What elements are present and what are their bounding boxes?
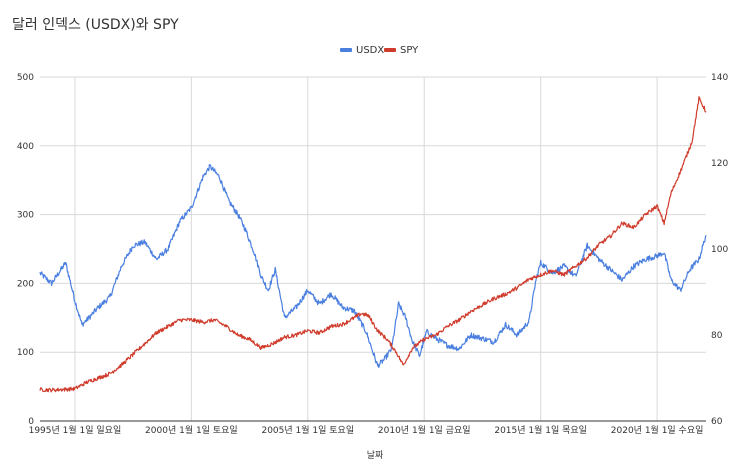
- right-tick-label: 60: [711, 417, 723, 427]
- series-line-usdx: [39, 164, 707, 369]
- left-tick-label: 100: [17, 348, 34, 358]
- x-tick-label: 2010년 1월 1일 금요일: [378, 424, 471, 436]
- legend-swatch-usdx: [340, 48, 352, 52]
- left-axis-ticks: 0 100 200 300 400 500: [17, 73, 34, 427]
- left-tick-label: 0: [28, 417, 34, 427]
- x-tick-label: 1995년 1월 1일 일요일: [29, 424, 122, 436]
- x-axis-ticks: 1995년 1월 1일 일요일 2000년 1월 1일 토요일 2005년 1월 1…: [29, 424, 704, 436]
- x-tick-label: 2005년 1월 1일 토요일: [261, 424, 354, 436]
- right-tick-label: 100: [711, 245, 728, 255]
- left-tick-label: 400: [17, 142, 34, 152]
- left-tick-label: 200: [17, 279, 34, 289]
- legend: USDX SPY: [340, 45, 419, 56]
- right-axis-ticks: 60 80 100 120 140: [711, 73, 728, 427]
- chart-title: 달러 인덱스 (USDX)와 SPY: [12, 17, 179, 33]
- x-tick-label: 2020년 1월 1일 수요일: [611, 424, 704, 436]
- right-tick-label: 120: [711, 159, 728, 169]
- left-tick-label: 300: [17, 211, 34, 221]
- x-tick-label: 2015년 1월 1일 목요일: [494, 424, 587, 436]
- left-tick-label: 500: [17, 73, 34, 83]
- x-tick-label: 2000년 1월 1일 토요일: [145, 424, 238, 436]
- grid: [40, 76, 706, 422]
- x-axis-title: 날짜: [367, 450, 384, 461]
- right-tick-label: 140: [711, 73, 728, 83]
- right-tick-label: 80: [711, 331, 723, 341]
- legend-swatch-spy: [384, 48, 396, 52]
- legend-label-spy: SPY: [400, 45, 419, 56]
- series-layer: [39, 96, 707, 393]
- series-line-spy: [39, 96, 707, 393]
- legend-label-usdx: USDX: [356, 45, 384, 56]
